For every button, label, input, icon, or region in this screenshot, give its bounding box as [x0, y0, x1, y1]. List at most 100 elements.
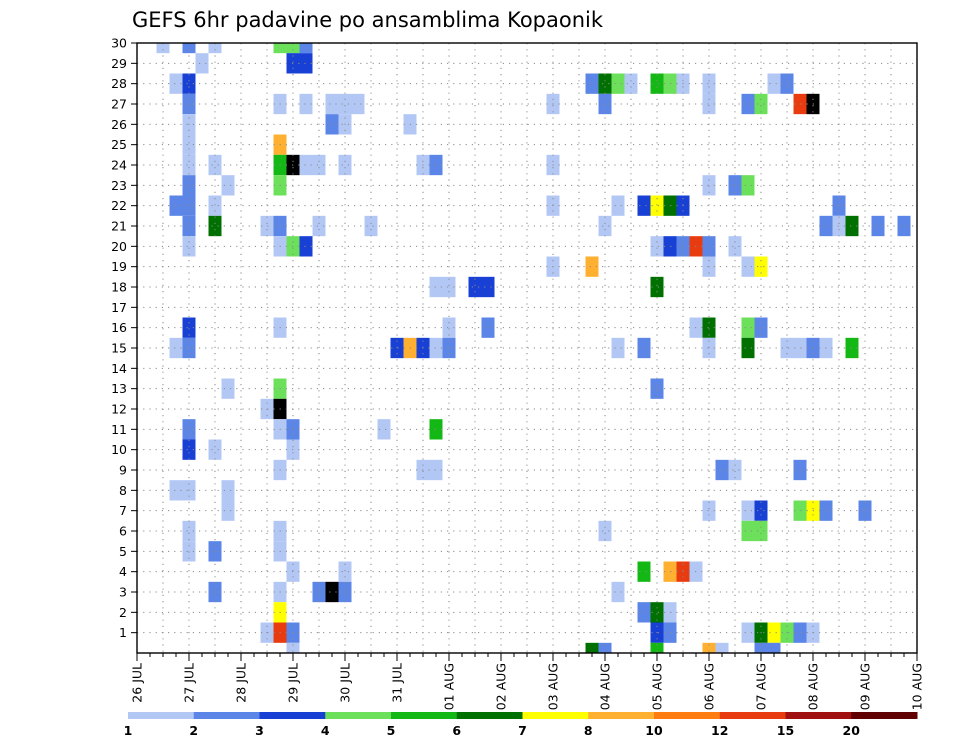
heatmap-cell	[312, 215, 326, 237]
heatmap-cell	[741, 520, 755, 542]
heatmap-cell	[741, 622, 755, 643]
heatmap-cell	[182, 439, 196, 460]
legend-swatch	[193, 712, 260, 719]
heatmap-cell	[832, 215, 846, 237]
heatmap-cell	[702, 93, 716, 115]
legend-swatch	[391, 712, 458, 719]
heatmap-cell	[728, 175, 742, 196]
heatmap-cell	[585, 73, 599, 94]
heatmap-cell	[611, 337, 625, 359]
heatmap-cell	[663, 236, 677, 257]
heatmap-cell	[429, 419, 443, 440]
heatmap-cell	[650, 276, 664, 298]
y-tick-label: 14	[111, 361, 127, 376]
heatmap-cell	[858, 500, 872, 521]
y-tick-label: 18	[111, 280, 127, 295]
heatmap-cell	[780, 73, 794, 94]
heatmap-cell	[663, 622, 677, 643]
heatmap-cell	[715, 642, 729, 653]
heatmap-cell	[832, 195, 846, 216]
heatmap-cell	[221, 480, 235, 501]
legend-swatch	[588, 712, 655, 719]
heatmap-cell	[481, 276, 495, 298]
heatmap-cell	[208, 154, 222, 176]
heatmap-cell	[312, 154, 326, 176]
heatmap-cell	[208, 195, 222, 216]
heatmap-cell	[325, 581, 339, 603]
legend-swatch	[259, 712, 326, 719]
heatmap-cell	[585, 256, 599, 277]
heatmap-cell	[208, 215, 222, 237]
heatmap-cell	[221, 175, 235, 196]
heatmap-cell	[741, 500, 755, 521]
heatmap-cell	[702, 317, 716, 338]
heatmap-cell	[312, 581, 326, 603]
heatmap-cell	[481, 317, 495, 338]
x-tick-label: 08 AUG	[806, 663, 821, 710]
heatmap-cell	[663, 561, 677, 582]
heatmap-cell	[702, 236, 716, 257]
y-tick-label: 4	[119, 564, 127, 579]
heatmap-cell	[637, 561, 651, 582]
heatmap-cell	[286, 642, 300, 653]
legend-label: 4	[321, 723, 330, 738]
heatmap-cell	[429, 337, 443, 359]
x-tick-label: 02 AUG	[494, 663, 509, 710]
y-tick-label: 15	[111, 341, 127, 356]
heatmap-cell	[650, 642, 664, 653]
heatmap-cell	[338, 561, 352, 582]
y-tick-label: 19	[111, 259, 127, 274]
y-tick-label: 11	[111, 422, 127, 437]
legend-swatch	[654, 712, 721, 719]
heatmap-cell	[637, 337, 651, 359]
heatmap-cell	[286, 43, 300, 54]
y-tick-label: 26	[111, 117, 127, 132]
heatmap-cell	[221, 378, 235, 399]
y-tick-label: 20	[111, 239, 127, 254]
heatmap-cell	[208, 439, 222, 460]
x-tick-label: 06 AUG	[702, 663, 717, 710]
heatmap-cell	[156, 43, 170, 54]
heatmap-cell	[299, 43, 313, 54]
y-axis: 1234567891011121314151617181920212223242…	[111, 36, 137, 640]
heatmap-cell	[624, 73, 638, 94]
y-tick-label: 6	[119, 524, 127, 539]
heatmap-cell	[429, 154, 443, 176]
heatmap-cell	[637, 602, 651, 623]
heatmap-cell	[429, 276, 443, 298]
legend-label: 20	[843, 723, 861, 738]
y-tick-label: 25	[111, 137, 127, 152]
heatmap-cell	[598, 93, 612, 115]
legend-label: 7	[518, 723, 527, 738]
legend-swatch	[851, 712, 918, 719]
legend-label: 6	[452, 723, 461, 738]
heatmap-cell	[182, 195, 196, 216]
heatmap-cell	[182, 236, 196, 257]
heatmap-cell	[598, 520, 612, 542]
heatmap-cell	[182, 175, 196, 196]
heatmap-cell	[182, 541, 196, 562]
heatmap-cell	[182, 73, 196, 94]
x-tick-label: 28 JUL	[234, 663, 249, 703]
heatmap-cell	[208, 541, 222, 562]
x-axis: 26 JUL 27 JUL 28 JUL 29 JUL 30 JUL 31 JUL 01 A…	[130, 653, 925, 710]
heatmap-cell	[767, 73, 781, 94]
heatmap-cell	[598, 73, 612, 94]
legend-swatch	[719, 712, 786, 719]
heatmap-cell	[897, 215, 911, 237]
heatmap-cell	[182, 520, 196, 542]
heatmap-cell	[650, 195, 664, 216]
heatmap-cell	[364, 215, 378, 237]
heatmap-cell	[351, 93, 365, 115]
x-tick-label: 10 AUG	[910, 663, 925, 710]
heatmap-cell	[182, 419, 196, 440]
y-tick-label: 28	[111, 76, 127, 91]
y-tick-label: 7	[119, 503, 127, 518]
heatmap-cell	[741, 337, 755, 359]
heatmap-cell	[611, 581, 625, 603]
y-tick-label: 17	[111, 300, 127, 315]
heatmap-cell	[182, 215, 196, 237]
legend-swatch	[522, 712, 589, 719]
x-tick-label: 09 AUG	[858, 663, 873, 710]
